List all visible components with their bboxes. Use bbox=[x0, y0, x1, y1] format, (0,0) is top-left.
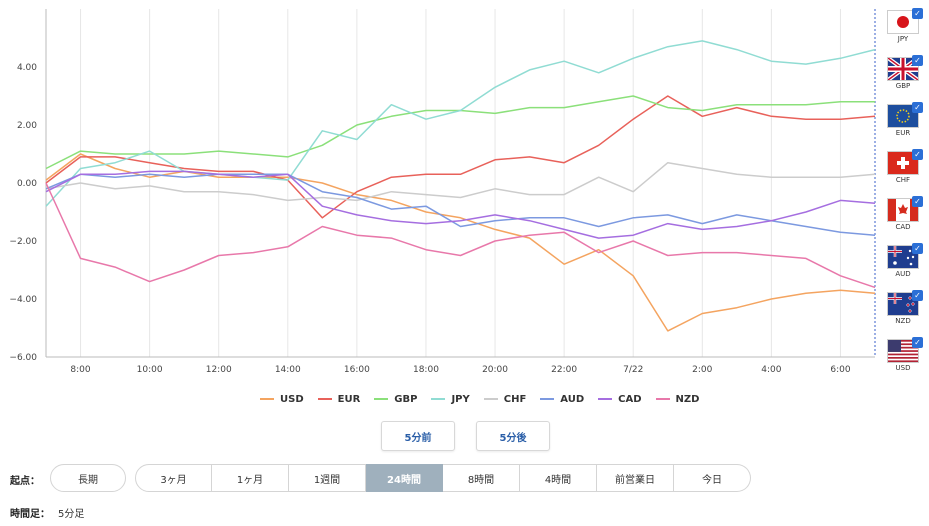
checkbox-checked-icon[interactable]: ✓ bbox=[912, 8, 923, 19]
x-tick-label: 12:00 bbox=[206, 365, 232, 375]
next-5min-button[interactable]: 5分後 bbox=[476, 421, 550, 451]
flag-toggle-aud[interactable]: ✓ AUD bbox=[884, 243, 924, 290]
x-tick-label: 10:00 bbox=[137, 365, 163, 375]
series-line-eur bbox=[45, 95, 876, 219]
legend-swatch bbox=[540, 398, 555, 400]
x-tick-label: 2:00 bbox=[692, 365, 712, 375]
legend-swatch bbox=[598, 398, 613, 400]
legend-label: NZD bbox=[675, 393, 700, 405]
series-line-gbp bbox=[45, 95, 875, 170]
checkbox-checked-icon[interactable]: ✓ bbox=[912, 102, 923, 113]
flag-toggle-cad[interactable]: ✓ CAD bbox=[884, 196, 924, 243]
flag-label: USD bbox=[895, 364, 911, 372]
checkbox-checked-icon[interactable]: ✓ bbox=[912, 149, 923, 160]
legend-label: CHF bbox=[503, 393, 527, 405]
legend-item-nzd[interactable]: NZD bbox=[655, 393, 700, 405]
legend-item-usd[interactable]: USD bbox=[260, 394, 304, 405]
x-tick-label: 8:00 bbox=[70, 365, 90, 375]
chart-legend: USD EUR GBP JPY CHF AUD CAD NZD bbox=[260, 390, 699, 408]
y-tick-label: −2.00 bbox=[9, 237, 37, 247]
flag-toggle-gbp[interactable]: ✓ GBP bbox=[884, 55, 924, 102]
period-button-2[interactable]: 1週間 bbox=[289, 464, 366, 492]
x-tick-label: 22:00 bbox=[551, 365, 577, 375]
period-button-5[interactable]: 4時間 bbox=[520, 464, 597, 492]
series-line-jpy bbox=[45, 40, 876, 207]
y-tick-label: 4.00 bbox=[17, 63, 37, 73]
start-point-label: 起点： bbox=[10, 476, 40, 487]
y-tick-label: −6.00 bbox=[9, 353, 37, 363]
legend-label: JPY bbox=[451, 393, 470, 405]
y-tick-label: −4.00 bbox=[9, 295, 37, 305]
series-line-cad bbox=[45, 170, 876, 239]
period-button-7[interactable]: 今日 bbox=[674, 464, 751, 492]
legend-swatch bbox=[431, 398, 446, 400]
flag-cad-icon bbox=[887, 198, 919, 222]
legend-label: USD bbox=[280, 393, 304, 405]
prev-5min-button[interactable]: 5分前 bbox=[381, 421, 455, 451]
currency-flag-list: ✓ JPY ✓ GBP ✓ EUR ✓ CHF ✓ CAD ✓ AUD ✓ NZD ✓ USD bbox=[884, 8, 924, 384]
legend-swatch bbox=[655, 398, 670, 400]
x-tick-label: 18:00 bbox=[413, 365, 439, 375]
x-tick-label: 20:00 bbox=[482, 365, 508, 375]
series-line-usd bbox=[45, 153, 876, 332]
flag-toggle-nzd[interactable]: ✓ NZD bbox=[884, 290, 924, 337]
flag-label: GBP bbox=[895, 82, 911, 90]
timeframe-label: 時間足： bbox=[10, 509, 50, 520]
legend-item-aud[interactable]: AUD bbox=[540, 394, 584, 405]
legend-swatch bbox=[374, 398, 389, 400]
flag-jpy-icon bbox=[887, 10, 919, 34]
legend-item-eur[interactable]: EUR bbox=[317, 393, 361, 405]
checkbox-checked-icon[interactable]: ✓ bbox=[912, 243, 923, 254]
checkbox-checked-icon[interactable]: ✓ bbox=[912, 290, 923, 301]
flag-toggle-eur[interactable]: ✓ EUR bbox=[884, 102, 924, 149]
period-button-3[interactable]: 24時間 bbox=[366, 464, 443, 492]
flag-label: EUR bbox=[895, 129, 911, 137]
x-tick-label: 6:00 bbox=[830, 365, 850, 375]
y-tick-label: 0.00 bbox=[17, 179, 37, 189]
checkbox-checked-icon[interactable]: ✓ bbox=[912, 55, 923, 66]
flag-usd-icon bbox=[887, 339, 919, 363]
flag-toggle-jpy[interactable]: ✓ JPY bbox=[884, 8, 924, 55]
flag-label: AUD bbox=[895, 270, 911, 278]
legend-label: GBP bbox=[394, 393, 418, 405]
legend-swatch bbox=[483, 398, 498, 400]
flag-label: CAD bbox=[895, 223, 911, 231]
x-tick-label: 14:00 bbox=[275, 365, 301, 375]
period-button-0[interactable]: 3ヶ月 bbox=[135, 464, 212, 492]
flag-label: JPY bbox=[897, 35, 909, 43]
checkbox-checked-icon[interactable]: ✓ bbox=[912, 196, 923, 207]
legend-item-cad[interactable]: CAD bbox=[598, 393, 642, 405]
flag-label: CHF bbox=[895, 176, 911, 184]
series-line-nzd bbox=[45, 182, 876, 289]
currency-strength-chart: 4.00 2.00 0.00 −2.00 −4.00 −6.00 8:00 10:00 12:0… bbox=[9, 9, 876, 375]
flag-label: NZD bbox=[895, 317, 911, 325]
timeframe-value: 5分足 bbox=[58, 509, 85, 520]
legend-swatch bbox=[317, 398, 332, 400]
legend-item-chf[interactable]: CHF bbox=[483, 393, 527, 405]
period-button-4[interactable]: 8時間 bbox=[443, 464, 520, 492]
flag-aud-icon bbox=[887, 245, 919, 269]
checkbox-checked-icon[interactable]: ✓ bbox=[912, 337, 923, 348]
legend-item-jpy[interactable]: JPY bbox=[431, 393, 470, 405]
legend-label: AUD bbox=[560, 393, 585, 405]
x-tick-label: 7/22 bbox=[623, 365, 643, 375]
period-button-6[interactable]: 前営業日 bbox=[597, 464, 674, 492]
flag-toggle-usd[interactable]: ✓ USD bbox=[884, 337, 924, 384]
legend-item-gbp[interactable]: GBP bbox=[374, 394, 417, 405]
series-line-chf bbox=[45, 161, 876, 202]
legend-label: CAD bbox=[618, 393, 642, 405]
x-tick-label: 4:00 bbox=[761, 365, 781, 375]
x-tick-label: 16:00 bbox=[344, 365, 370, 375]
long-term-button[interactable]: 長期 bbox=[50, 464, 126, 492]
period-button-1[interactable]: 1ヶ月 bbox=[212, 464, 289, 492]
legend-label: EUR bbox=[337, 393, 361, 405]
flag-toggle-chf[interactable]: ✓ CHF bbox=[884, 149, 924, 196]
y-tick-label: 2.00 bbox=[17, 121, 37, 131]
legend-swatch bbox=[260, 398, 274, 400]
series-line-aud bbox=[45, 173, 876, 236]
